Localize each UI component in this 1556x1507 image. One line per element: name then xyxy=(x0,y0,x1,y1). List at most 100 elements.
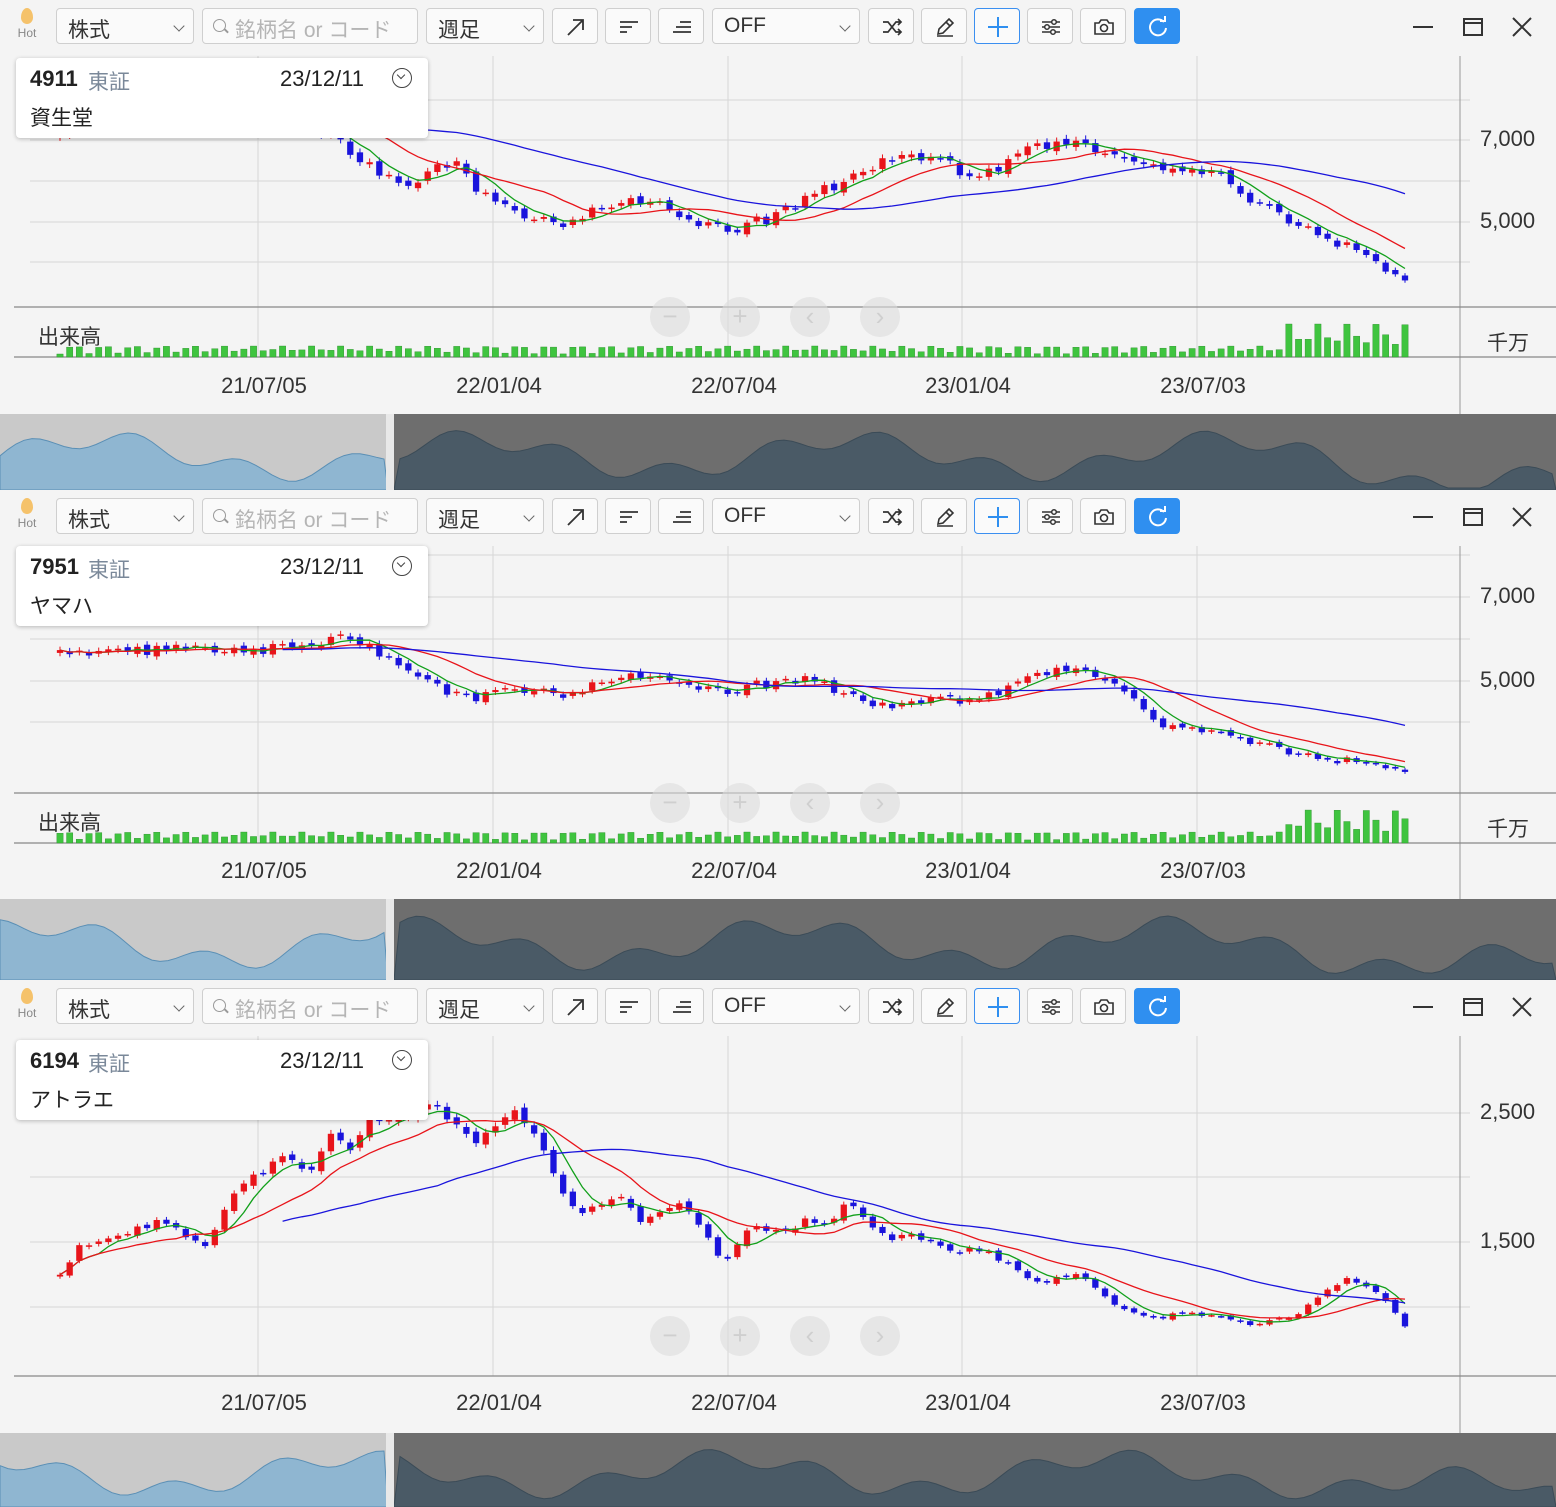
candle xyxy=(666,1204,673,1214)
period-select[interactable]: 週足 xyxy=(426,498,544,534)
minimize-button[interactable] xyxy=(1407,990,1437,1022)
indicator-select[interactable]: OFF xyxy=(712,988,860,1024)
scroll-right-button[interactable]: › xyxy=(860,783,900,823)
crosshair-button[interactable] xyxy=(974,988,1020,1024)
crosshair-button[interactable] xyxy=(974,498,1020,534)
exchange-label: 東証 xyxy=(88,71,130,94)
trendline-button[interactable] xyxy=(552,8,598,44)
compare-button[interactable] xyxy=(868,988,914,1024)
settings-button[interactable] xyxy=(1027,988,1073,1024)
hot-button[interactable]: Hot xyxy=(10,986,44,1026)
candle xyxy=(560,220,567,230)
maximize-button[interactable] xyxy=(1457,500,1487,532)
screenshot-button[interactable] xyxy=(1080,8,1126,44)
volume-bar xyxy=(1072,832,1080,844)
volume-bar xyxy=(1024,839,1031,844)
zoom-in-button[interactable]: + xyxy=(720,783,760,823)
settings-button[interactable] xyxy=(1027,8,1073,44)
horizontal-lines-button[interactable] xyxy=(605,988,651,1024)
zoom-in-button[interactable]: + xyxy=(720,297,760,337)
volume-bar xyxy=(985,346,993,358)
candle xyxy=(918,697,925,706)
range-navigator[interactable] xyxy=(0,414,1556,490)
range-navigator[interactable] xyxy=(0,899,1556,980)
period-select[interactable]: 週足 xyxy=(426,8,544,44)
screenshot-button[interactable] xyxy=(1080,498,1126,534)
zoom-out-button[interactable]: − xyxy=(650,783,690,823)
market-select[interactable]: 株式 xyxy=(56,988,194,1024)
zoom-in-button[interactable]: + xyxy=(720,1316,760,1356)
close-button[interactable] xyxy=(1506,500,1536,532)
horizontal-lines-right-button[interactable] xyxy=(658,498,704,534)
refresh-button[interactable] xyxy=(1134,988,1180,1024)
volume-bar xyxy=(153,347,161,358)
trendline-button[interactable] xyxy=(552,498,598,534)
horizontal-lines-button[interactable] xyxy=(605,498,651,534)
chart-panel-6194: Hot 株式 銘柄名 or コード 週足 xyxy=(0,980,1556,1507)
search-input[interactable]: 銘柄名 or コード xyxy=(202,498,418,534)
scroll-right-button[interactable]: › xyxy=(860,1316,900,1356)
volume-bar xyxy=(434,348,441,358)
refresh-button[interactable] xyxy=(1134,498,1180,534)
maximize-button[interactable] xyxy=(1457,10,1487,42)
volume-bar xyxy=(859,831,867,844)
zoom-out-button[interactable]: − xyxy=(650,297,690,337)
indicator-select[interactable]: OFF xyxy=(712,8,860,44)
trendline-button[interactable] xyxy=(552,988,598,1024)
period-select[interactable]: 週足 xyxy=(426,988,544,1024)
scroll-right-button[interactable]: › xyxy=(860,297,900,337)
crosshair-button[interactable] xyxy=(974,8,1020,44)
horizontal-lines-right-button[interactable] xyxy=(658,8,704,44)
minimize-icon xyxy=(1413,26,1433,28)
indicator-select[interactable]: OFF xyxy=(712,498,860,534)
navigator-handle[interactable] xyxy=(386,899,394,980)
screenshot-button[interactable] xyxy=(1080,988,1126,1024)
market-select[interactable]: 株式 xyxy=(56,498,194,534)
pencil-icon xyxy=(936,507,955,527)
scroll-left-button[interactable]: ‹ xyxy=(790,297,830,337)
align-left-icon xyxy=(620,511,638,523)
search-input[interactable]: 銘柄名 or コード xyxy=(202,8,418,44)
scroll-left-button[interactable]: ‹ xyxy=(790,1316,830,1356)
hot-button[interactable]: Hot xyxy=(10,496,44,536)
stock-info-card[interactable]: 6194 東証 23/12/11 アトラエ xyxy=(16,1040,428,1120)
scroll-left-button[interactable]: ‹ xyxy=(790,783,830,823)
navigator-handle[interactable] xyxy=(386,414,394,490)
range-navigator[interactable] xyxy=(0,1433,1556,1507)
candlestick-chart[interactable] xyxy=(0,490,1556,899)
zoom-out-button[interactable]: − xyxy=(650,1316,690,1356)
horizontal-lines-button[interactable] xyxy=(605,8,651,44)
search-input[interactable]: 銘柄名 or コード xyxy=(202,988,418,1024)
stock-info-card[interactable]: 7951 東証 23/12/11 ヤマハ xyxy=(16,546,428,626)
close-button[interactable] xyxy=(1506,990,1536,1022)
draw-button[interactable] xyxy=(921,8,967,44)
hot-button[interactable]: Hot xyxy=(10,6,44,46)
horizontal-lines-right-button[interactable] xyxy=(658,988,704,1024)
draw-button[interactable] xyxy=(921,498,967,534)
candle xyxy=(850,169,857,184)
candle xyxy=(85,649,93,659)
volume-bar xyxy=(588,353,596,358)
settings-button[interactable] xyxy=(1027,498,1073,534)
refresh-button[interactable] xyxy=(1134,8,1180,44)
stock-info-card[interactable]: 4911 東証 23/12/11 資生堂 xyxy=(16,58,428,138)
compare-button[interactable] xyxy=(868,498,914,534)
compare-button[interactable] xyxy=(868,8,914,44)
close-button[interactable] xyxy=(1506,10,1536,42)
maximize-button[interactable] xyxy=(1457,990,1487,1022)
candle xyxy=(985,164,993,181)
navigator-handle[interactable] xyxy=(386,1433,394,1507)
chevron-down-circle-icon[interactable] xyxy=(392,68,412,88)
volume-bar xyxy=(1314,822,1322,844)
volume-bar xyxy=(782,835,790,844)
sliders-icon xyxy=(1042,998,1060,1016)
chevron-down-circle-icon[interactable] xyxy=(392,556,412,576)
candlestick-chart[interactable] xyxy=(0,980,1556,1433)
draw-button[interactable] xyxy=(921,988,967,1024)
market-select[interactable]: 株式 xyxy=(56,8,194,44)
candle xyxy=(540,1128,547,1155)
minimize-button[interactable] xyxy=(1407,500,1437,532)
chevron-down-circle-icon[interactable] xyxy=(392,1050,412,1070)
volume-bar xyxy=(1082,346,1090,358)
minimize-button[interactable] xyxy=(1407,10,1437,42)
